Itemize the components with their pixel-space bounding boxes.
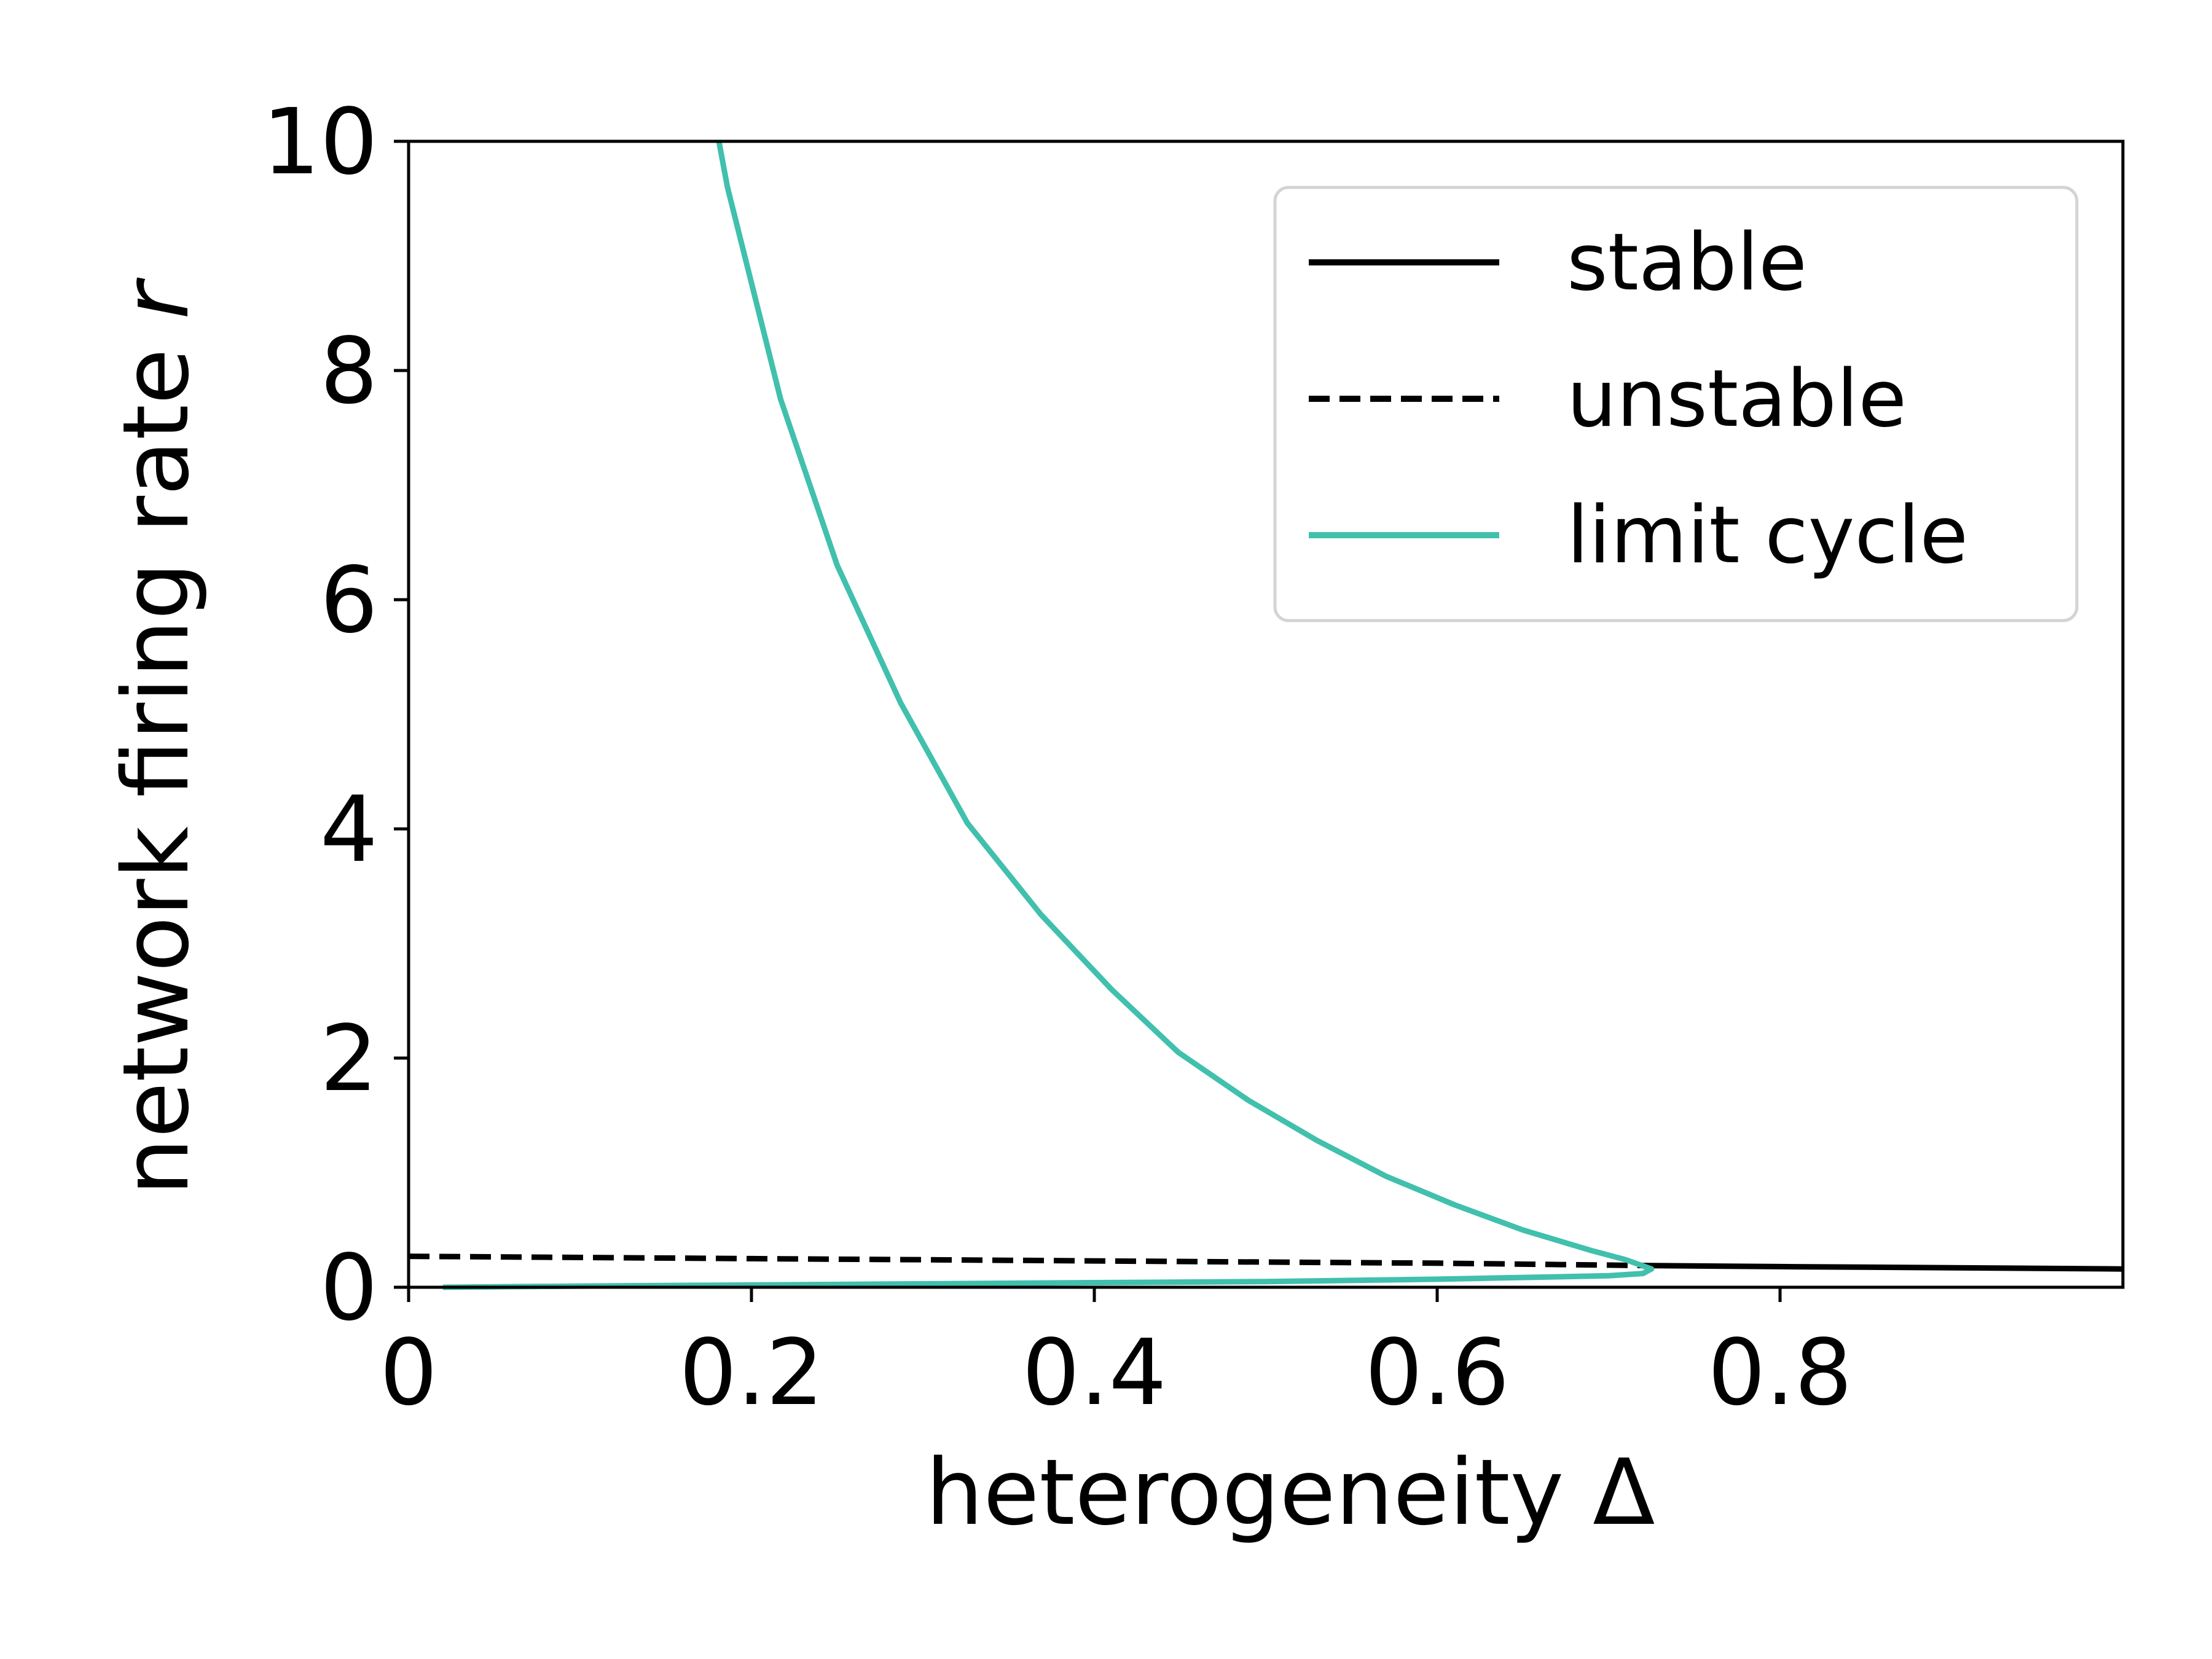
axes-frame [407,139,2125,1289]
y-tick-label: 8 [320,318,378,424]
legend-label: stable [1567,217,1807,308]
x-tick-label: 0.8 [1708,1320,1852,1426]
y-tick-label: 0 [320,1235,378,1341]
x-tick-label: 0.2 [679,1320,823,1426]
legend-label: limit cycle [1567,490,1968,581]
x-tick-label: 0.4 [1022,1320,1166,1426]
y-tick-label: 6 [320,547,378,653]
x-axis-ticks: 0 0.2 0.4 0.6 0.8 [380,1287,1853,1426]
y-tick-label: 10 [262,89,378,195]
y-axis-title-variable: r [103,277,209,320]
legend-label: unstable [1567,353,1907,445]
y-axis-title-text: network firing rate [103,320,209,1196]
series-line-stable [1642,1263,2124,1272]
legend-box [1273,186,2079,622]
x-tick-label: 0.6 [1365,1320,1509,1426]
plot-lines [408,141,2124,1290]
series-line-unstable [408,1253,1643,1269]
y-axis-ticks: 0 2 4 6 8 10 [262,89,409,1341]
x-tick-label: 0 [380,1320,437,1426]
legend: stable unstable limit cycle [1273,186,2079,622]
y-tick-label: 2 [320,1006,378,1112]
x-axis-title: heterogeneity Δ [926,1440,1655,1545]
y-tick-label: 4 [320,777,378,882]
y-axis-title: network firing rate r [103,277,209,1196]
series-line-limit-cycle [442,141,1655,1290]
